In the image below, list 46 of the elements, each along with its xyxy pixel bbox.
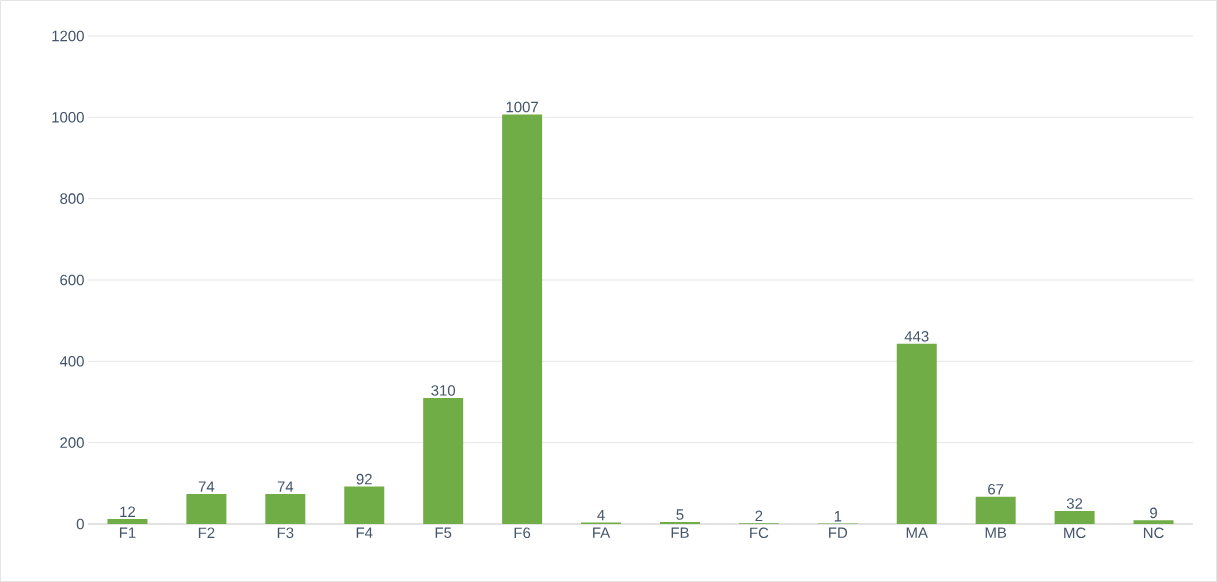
y-tick-label: 0 [76,518,84,530]
y-tick-label: 1000 [52,112,84,123]
x-tick-label: MA [906,527,928,538]
y-tick-label: 400 [59,356,84,367]
x-tick-label: FA [593,527,611,538]
bar [423,397,464,524]
x-tick-label: F5 [435,527,452,538]
x-tick-label: F3 [277,527,294,539]
y-tick-label: 800 [60,193,84,204]
x-tick-label: F6 [514,527,531,539]
x-tick-label: FB [671,527,689,538]
data-label: 9 [1150,507,1157,519]
bar [186,493,227,524]
data-label: 1 [834,511,842,522]
data-label: 310 [431,385,456,396]
y-tick-label: 200 [60,437,84,448]
bar [1133,520,1174,524]
bar [659,521,700,524]
data-label: 2 [755,510,763,521]
y-tick-label: 600 [60,274,84,286]
bar [502,114,543,524]
data-label: 12 [120,506,136,517]
x-tick-label: MB [985,527,1007,538]
data-label: 4 [597,509,605,521]
bar [896,343,937,524]
x-tick-label: F4 [356,527,373,538]
bar [265,493,306,524]
y-tick-label: 1200 [52,30,84,42]
bar [344,486,385,524]
x-tick-label: FC [750,527,769,539]
x-tick-label: F1 [119,527,136,538]
bar [1054,510,1095,524]
data-label: 32 [1066,498,1083,509]
data-label: 74 [277,481,294,492]
x-tick-label: NC [1143,527,1164,539]
bar [107,519,148,524]
data-label: 5 [676,509,684,520]
x-tick-label: FD [829,527,848,538]
x-tick-label: F2 [198,527,215,538]
data-label: 443 [904,331,929,342]
x-tick-label: MC [1064,527,1086,539]
data-label: 1007 [506,101,538,113]
data-label: 74 [198,481,215,492]
bar [975,496,1016,524]
data-label: 92 [356,473,372,485]
data-label: 67 [988,483,1004,495]
